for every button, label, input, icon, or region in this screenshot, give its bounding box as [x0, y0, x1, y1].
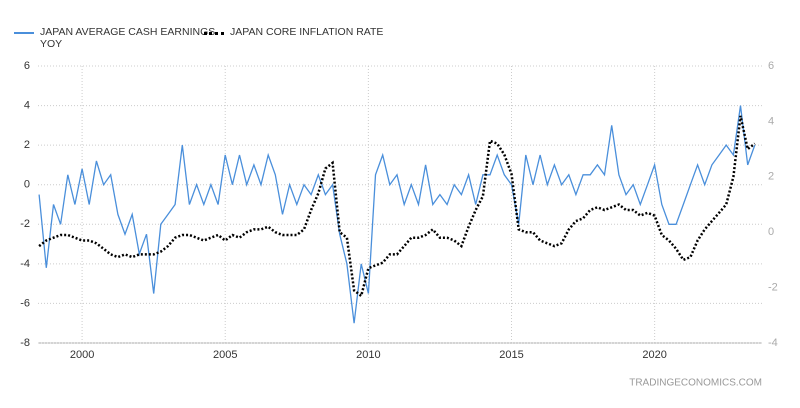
x-tick-label: 2000 — [70, 349, 94, 361]
y-tick-label: -8 — [20, 337, 30, 349]
y2-tick-label: -2 — [768, 282, 778, 294]
y-tick-label: -4 — [20, 258, 30, 270]
y2-tick-label: -4 — [768, 337, 778, 349]
y-tick-label: -6 — [20, 297, 30, 309]
y2-tick-label: 2 — [768, 171, 774, 183]
legend-item: JAPAN CORE INFLATION RATE — [204, 26, 383, 38]
y2-tick-label: 4 — [768, 115, 774, 127]
legend-item: JAPAN AVERAGE CASH EARNINGS YOY — [14, 26, 220, 50]
y-tick-label: 4 — [24, 99, 30, 111]
x-tick-label: 2005 — [213, 349, 237, 361]
legend-label: JAPAN AVERAGE CASH EARNINGS YOY — [40, 26, 216, 50]
y2-tick-label: 6 — [768, 60, 774, 72]
series-line — [38, 105, 756, 324]
x-tick-label: 2020 — [642, 349, 666, 361]
legend-label: JAPAN CORE INFLATION RATE — [230, 26, 384, 38]
y2-tick-label: 0 — [768, 226, 774, 238]
y-tick-label: 2 — [24, 139, 30, 151]
legend-swatch — [14, 32, 34, 34]
y-tick-label: 6 — [24, 60, 30, 72]
x-tick-label: 2010 — [356, 349, 380, 361]
y-tick-label: -2 — [20, 218, 30, 230]
y-tick-label: 0 — [24, 179, 30, 191]
legend-swatch — [204, 32, 224, 35]
x-tick-label: 2015 — [499, 349, 523, 361]
source: TRADINGECONOMICS.COM — [629, 378, 762, 389]
series-line — [38, 115, 756, 299]
